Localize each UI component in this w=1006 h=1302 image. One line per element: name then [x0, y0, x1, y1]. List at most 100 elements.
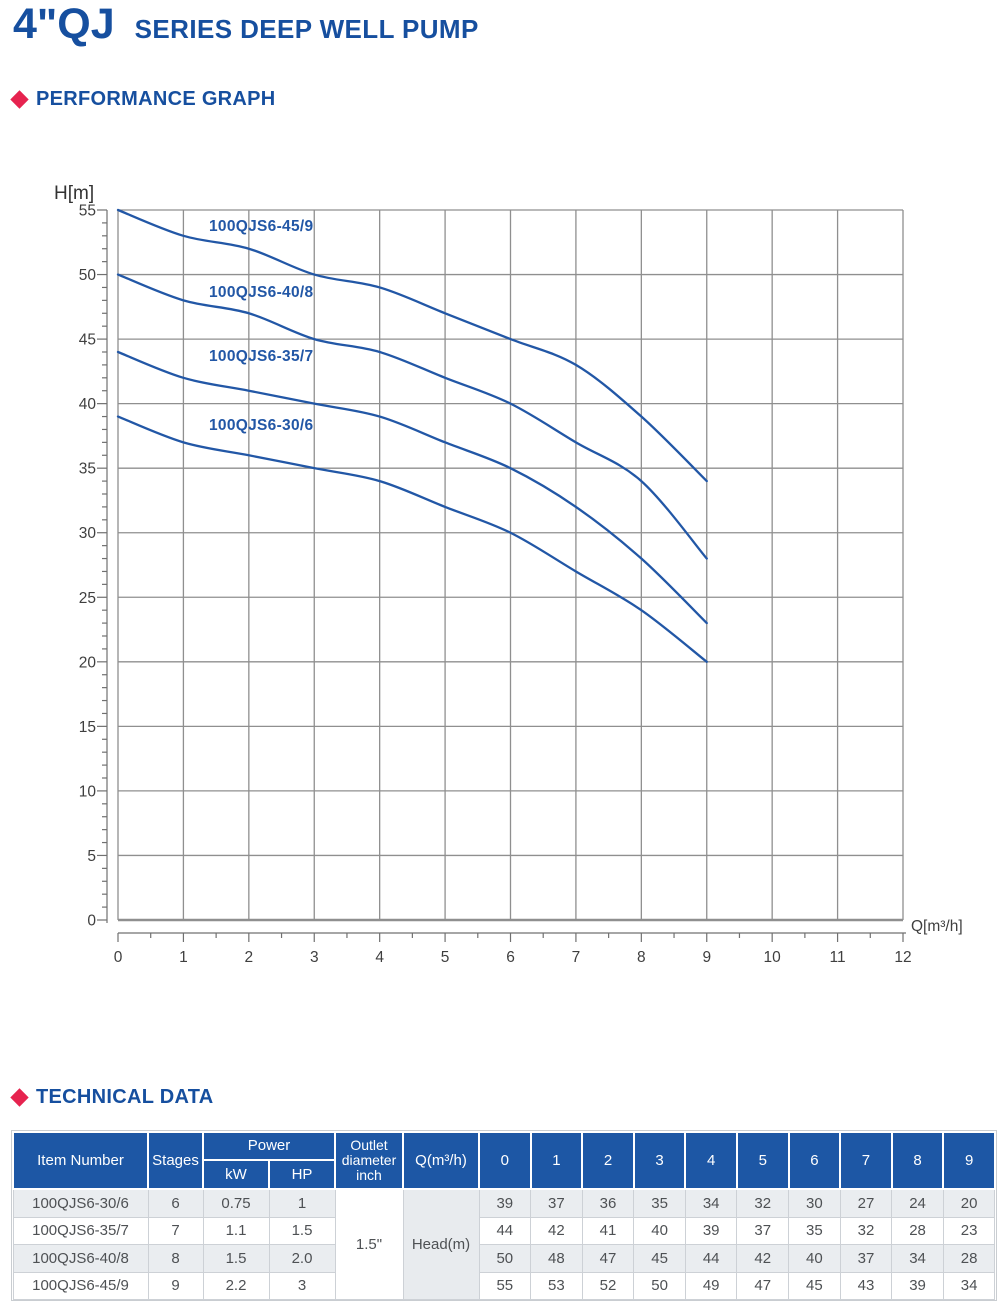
- power-hp: 3: [268, 1271, 336, 1300]
- y-tick-label: 35: [79, 461, 96, 478]
- head-value: 27: [839, 1188, 893, 1218]
- x-tick-label: 3: [310, 949, 319, 966]
- x-tick-label: 6: [506, 949, 515, 966]
- y-tick-label: 25: [79, 590, 96, 607]
- x-tick-label: 12: [894, 949, 911, 966]
- y-tick-label: 20: [79, 654, 97, 671]
- power-hp: 1.5: [268, 1216, 336, 1245]
- head-value: 34: [684, 1188, 738, 1218]
- item-number: 100QJS6-40/8: [12, 1244, 149, 1273]
- head-value: 30: [788, 1188, 841, 1218]
- curve-label: 100QJS6-45/9: [209, 218, 314, 235]
- head-value: 47: [581, 1244, 635, 1273]
- head-value: 34: [891, 1244, 944, 1273]
- y-axis-title: H[m]: [54, 183, 94, 204]
- head-value: 28: [891, 1216, 944, 1245]
- table-row-100QJS6-35/7: 100QJS6-35/7 7 1.1 1.5 44 42 41 40 39 37 35 32 28 23: [12, 1216, 996, 1245]
- head-value: 36: [581, 1188, 635, 1218]
- x-axis-title: Q[m³/h]: [911, 918, 963, 935]
- performance-graph-title: PERFORMANCE GRAPH: [36, 88, 276, 110]
- pump-curve-100QJS6-40/8: [116, 273, 708, 560]
- x-tick-label: 11: [830, 949, 846, 966]
- y-tick-label: 40: [79, 396, 97, 413]
- head-value: 55: [478, 1271, 532, 1300]
- page-title: 4"QJ SERIES DEEP WELL PUMP: [13, 0, 479, 56]
- x-tick-label: 4: [375, 949, 384, 966]
- x-tick-label: 9: [702, 949, 711, 966]
- col-q-9: 9: [942, 1131, 996, 1190]
- head-value: 37: [839, 1244, 893, 1273]
- head-value: 37: [530, 1188, 583, 1218]
- head-value: 50: [633, 1271, 686, 1300]
- y-tick-label: 5: [87, 848, 96, 865]
- diamond-bullet-icon: [10, 1088, 29, 1107]
- col-q-2: 2: [581, 1131, 635, 1190]
- curve-label: 100QJS6-35/7: [209, 348, 313, 365]
- y-tick-label: 10: [79, 783, 97, 800]
- x-tick-label: 1: [179, 949, 188, 966]
- head-value: 35: [633, 1188, 686, 1218]
- head-value: 39: [684, 1216, 738, 1245]
- stages: 8: [147, 1244, 204, 1273]
- item-number: 100QJS6-30/6: [12, 1188, 149, 1218]
- pump-curve-100QJS6-30/6: [116, 415, 708, 663]
- y-tick-label: 15: [79, 719, 96, 736]
- power-kw: 0.75: [202, 1188, 270, 1218]
- col-q-7: 7: [839, 1131, 893, 1190]
- head-value: 41: [581, 1216, 635, 1245]
- col-q-4: 4: [684, 1131, 738, 1190]
- col-item-number: Item Number: [12, 1131, 149, 1190]
- head-value: 34: [942, 1271, 996, 1300]
- head-value: 44: [478, 1216, 532, 1245]
- power-kw: 1.5: [202, 1244, 270, 1273]
- power-hp: 2.0: [268, 1244, 336, 1273]
- head-value: 39: [891, 1271, 944, 1300]
- head-value: 23: [942, 1216, 996, 1245]
- head-value: 28: [942, 1244, 996, 1273]
- y-tick-label: 50: [79, 267, 97, 284]
- performance-chart: 0 1 2 3 4 5 6 7 8 9 10 11 120510152025303540455055H[…: [54, 183, 963, 966]
- x-tick-label: 5: [441, 949, 450, 966]
- head-value: 47: [736, 1271, 790, 1300]
- outlet-diameter-value: 1.5": [334, 1188, 404, 1300]
- head-value: 24: [891, 1188, 944, 1218]
- pump-curve-100QJS6-45/9: [116, 208, 708, 483]
- head-value: 45: [788, 1271, 841, 1300]
- head-row-label: Head(m): [402, 1188, 480, 1300]
- head-value: 32: [839, 1216, 893, 1245]
- curve-label: 100QJS6-30/6: [209, 417, 314, 434]
- series-code: 4"QJ: [13, 0, 115, 48]
- item-number: 100QJS6-35/7: [12, 1216, 149, 1245]
- col-q-3: 3: [632, 1131, 687, 1190]
- curve-label: 100QJS6-40/8: [209, 284, 314, 301]
- table-row-100QJS6-45/9: 100QJS6-45/9 9 2.2 3 55 53 52 50 49 47 45 43 39 34: [12, 1271, 996, 1300]
- head-value: 37: [736, 1216, 790, 1245]
- power-hp: 1: [268, 1188, 336, 1218]
- power-kw: 2.2: [202, 1271, 270, 1300]
- x-tick-label: 8: [637, 949, 646, 966]
- technical-data-heading: TECHNICAL DATA: [10, 1086, 214, 1109]
- table-row-100QJS6-30/6: 100QJS6-30/6 6 0.75 1 1.5" Head(m) 39 37 36 35 34 3…: [12, 1188, 996, 1300]
- y-tick-label: 0: [87, 913, 96, 930]
- x-tick-label: 2: [245, 949, 254, 966]
- head-value: 32: [736, 1188, 790, 1218]
- head-value: 44: [684, 1244, 738, 1273]
- technical-data-table: Item Number Stages Power Outlet diameter in…: [11, 1130, 997, 1301]
- head-value: 50: [478, 1244, 532, 1273]
- stages: 6: [147, 1188, 204, 1218]
- col-q-5: 5: [735, 1131, 790, 1190]
- col-flow: Q(m³/h): [402, 1131, 480, 1190]
- head-value: 40: [633, 1216, 686, 1245]
- head-value: 53: [530, 1271, 583, 1300]
- series-description: SERIES DEEP WELL PUMP: [134, 14, 479, 44]
- head-value: 20: [942, 1188, 996, 1218]
- head-value: 39: [478, 1188, 532, 1218]
- power-kw: 1.1: [202, 1216, 270, 1245]
- col-outlet-diameter: Outlet diameter inch: [334, 1131, 404, 1190]
- stages: 7: [147, 1216, 204, 1245]
- head-value: 48: [530, 1244, 583, 1273]
- head-value: 43: [839, 1271, 893, 1300]
- col-hp: HP: [268, 1159, 336, 1190]
- table-header: Item Number Stages Power Outlet diameter in…: [12, 1131, 996, 1190]
- y-tick-label: 30: [79, 525, 97, 542]
